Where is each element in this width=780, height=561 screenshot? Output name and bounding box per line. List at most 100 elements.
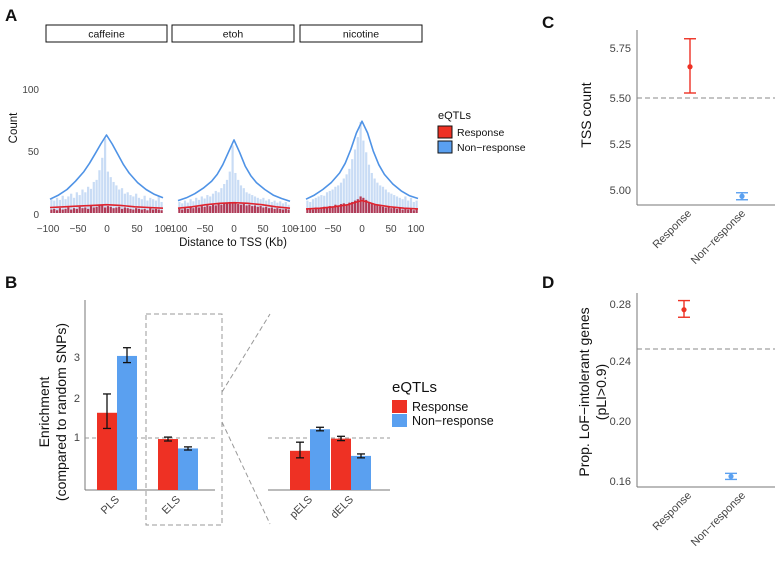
hist-bar-nonresponse [72, 197, 76, 213]
d-point-marks [678, 299, 737, 481]
b-bar-marks: PLS ELS pELS dELS [97, 347, 371, 521]
hist-bar-nonresponse [61, 195, 64, 213]
hist-bar-nonresponse [135, 193, 138, 213]
hist-bar-response [353, 200, 357, 213]
hist-bar-response [284, 208, 287, 213]
hist-bar-response [265, 206, 268, 213]
hist-bar-response [409, 208, 413, 213]
hist-bar-nonresponse [120, 188, 124, 213]
hist-bar-response [384, 207, 387, 213]
hist-bar-nonresponse [203, 198, 206, 213]
hist-bar-response [225, 202, 229, 213]
hist-bar-nonresponse [118, 189, 121, 213]
hist-bar-response [359, 196, 362, 213]
hist-bar-response [237, 204, 240, 213]
b-ylabel-line2: (compared to random SNPs) [53, 323, 69, 501]
d-ytick: 0.24 [610, 356, 631, 368]
hist-bar-nonresponse [323, 195, 326, 213]
hist-bar-nonresponse [348, 168, 351, 213]
panel-b: B PLS ELS pELS dELS 1 2 3 Enrichment (compa… [5, 273, 494, 526]
a-legend-swatch-nonresponse [437, 140, 453, 154]
hist-bar-nonresponse [395, 196, 399, 213]
hist-bar-nonresponse [75, 192, 78, 213]
hist-bar-nonresponse [149, 197, 152, 213]
b-legend-label-response: Response [412, 400, 468, 414]
hist-bar-response [220, 204, 223, 213]
hist-bar-response [98, 205, 101, 213]
hist-bar-nonresponse [55, 197, 59, 213]
hist-bar-response [189, 207, 192, 213]
b-ytick-1: 1 [74, 432, 80, 444]
facet-strip-nicotine [299, 24, 423, 43]
hist-bar-nonresponse [359, 121, 362, 213]
hist-bar-response [279, 208, 282, 213]
hist-bar-nonresponse [401, 199, 404, 213]
hist-bar-response [143, 208, 146, 213]
hist-bar-response [234, 202, 237, 213]
hist-bar-response [154, 208, 158, 213]
hist-bar-response [92, 207, 95, 213]
hist-bar-response [206, 205, 209, 213]
b-legend-title: eQTLs [392, 379, 437, 396]
hist-bar-nonresponse [220, 188, 223, 213]
hist-bar-response [395, 208, 399, 213]
a-ylabel: Count [8, 112, 20, 143]
hist-bar-response [115, 207, 118, 213]
hist-bar-response [231, 203, 234, 213]
hist-bar-nonresponse [95, 179, 98, 213]
hist-bar-nonresponse [353, 149, 357, 213]
b-zoom-connector-top [221, 313, 271, 393]
b-legend-swatch-nonresponse [392, 414, 407, 427]
hist-bar-nonresponse [132, 196, 135, 213]
hist-bar-nonresponse [325, 192, 329, 213]
hist-bar-response [267, 208, 271, 213]
hist-bar-response [75, 208, 78, 213]
hist-bar-nonresponse [92, 181, 95, 213]
hist-bar-response [356, 199, 359, 213]
c-ytick: 5.50 [610, 93, 631, 105]
hist-bar-response [334, 204, 337, 213]
hist-bar-nonresponse [384, 189, 387, 213]
hist-bar-nonresponse [115, 185, 118, 213]
c-ylabel: TSS count [578, 82, 594, 147]
a-xtick: −100 [37, 224, 60, 235]
histogram-marks [49, 120, 419, 213]
c-ytick: 5.75 [610, 43, 631, 55]
density-line-nonresponse [49, 134, 164, 200]
hist-bar-nonresponse [137, 197, 141, 213]
hist-bar-response [53, 208, 56, 213]
b-legend-swatch-response [392, 400, 407, 413]
density-line-response [305, 199, 419, 210]
hist-bar-response [309, 208, 312, 213]
hist-bar-response [390, 208, 393, 213]
facet-title-caffeine: caffeine [88, 29, 125, 41]
hist-bar-response [331, 206, 334, 213]
a-legend-swatch-response [437, 125, 453, 139]
hist-bar-response [373, 204, 376, 213]
hist-bar-nonresponse [256, 197, 259, 213]
hist-bar-response [152, 209, 155, 213]
hist-bar-response [253, 205, 257, 213]
hist-bar-nonresponse [379, 185, 382, 213]
hist-bar-response [362, 197, 365, 213]
d-ytick: 0.28 [610, 299, 631, 311]
hist-bar-response [401, 209, 404, 213]
hist-bar-nonresponse [78, 195, 81, 213]
a-xtick: 100 [282, 224, 299, 235]
panel-d-label: D [542, 273, 554, 292]
hist-bar-nonresponse [225, 179, 229, 213]
hist-bar-response [262, 207, 265, 213]
hist-bar-nonresponse [320, 195, 323, 213]
hist-bar-response [379, 206, 382, 213]
b-xtick: PLS [99, 494, 122, 517]
hist-bar-response [72, 208, 76, 213]
hist-bar-response [365, 199, 368, 213]
hist-bar-response [129, 208, 132, 213]
a-xtick: −50 [70, 224, 87, 235]
b-xtick: ELS [160, 494, 183, 517]
hist-bar-response [209, 206, 212, 213]
hist-bar-response [314, 207, 317, 213]
point-response [687, 64, 693, 70]
hist-bar-nonresponse [412, 201, 415, 213]
hist-bar-response [64, 208, 67, 213]
